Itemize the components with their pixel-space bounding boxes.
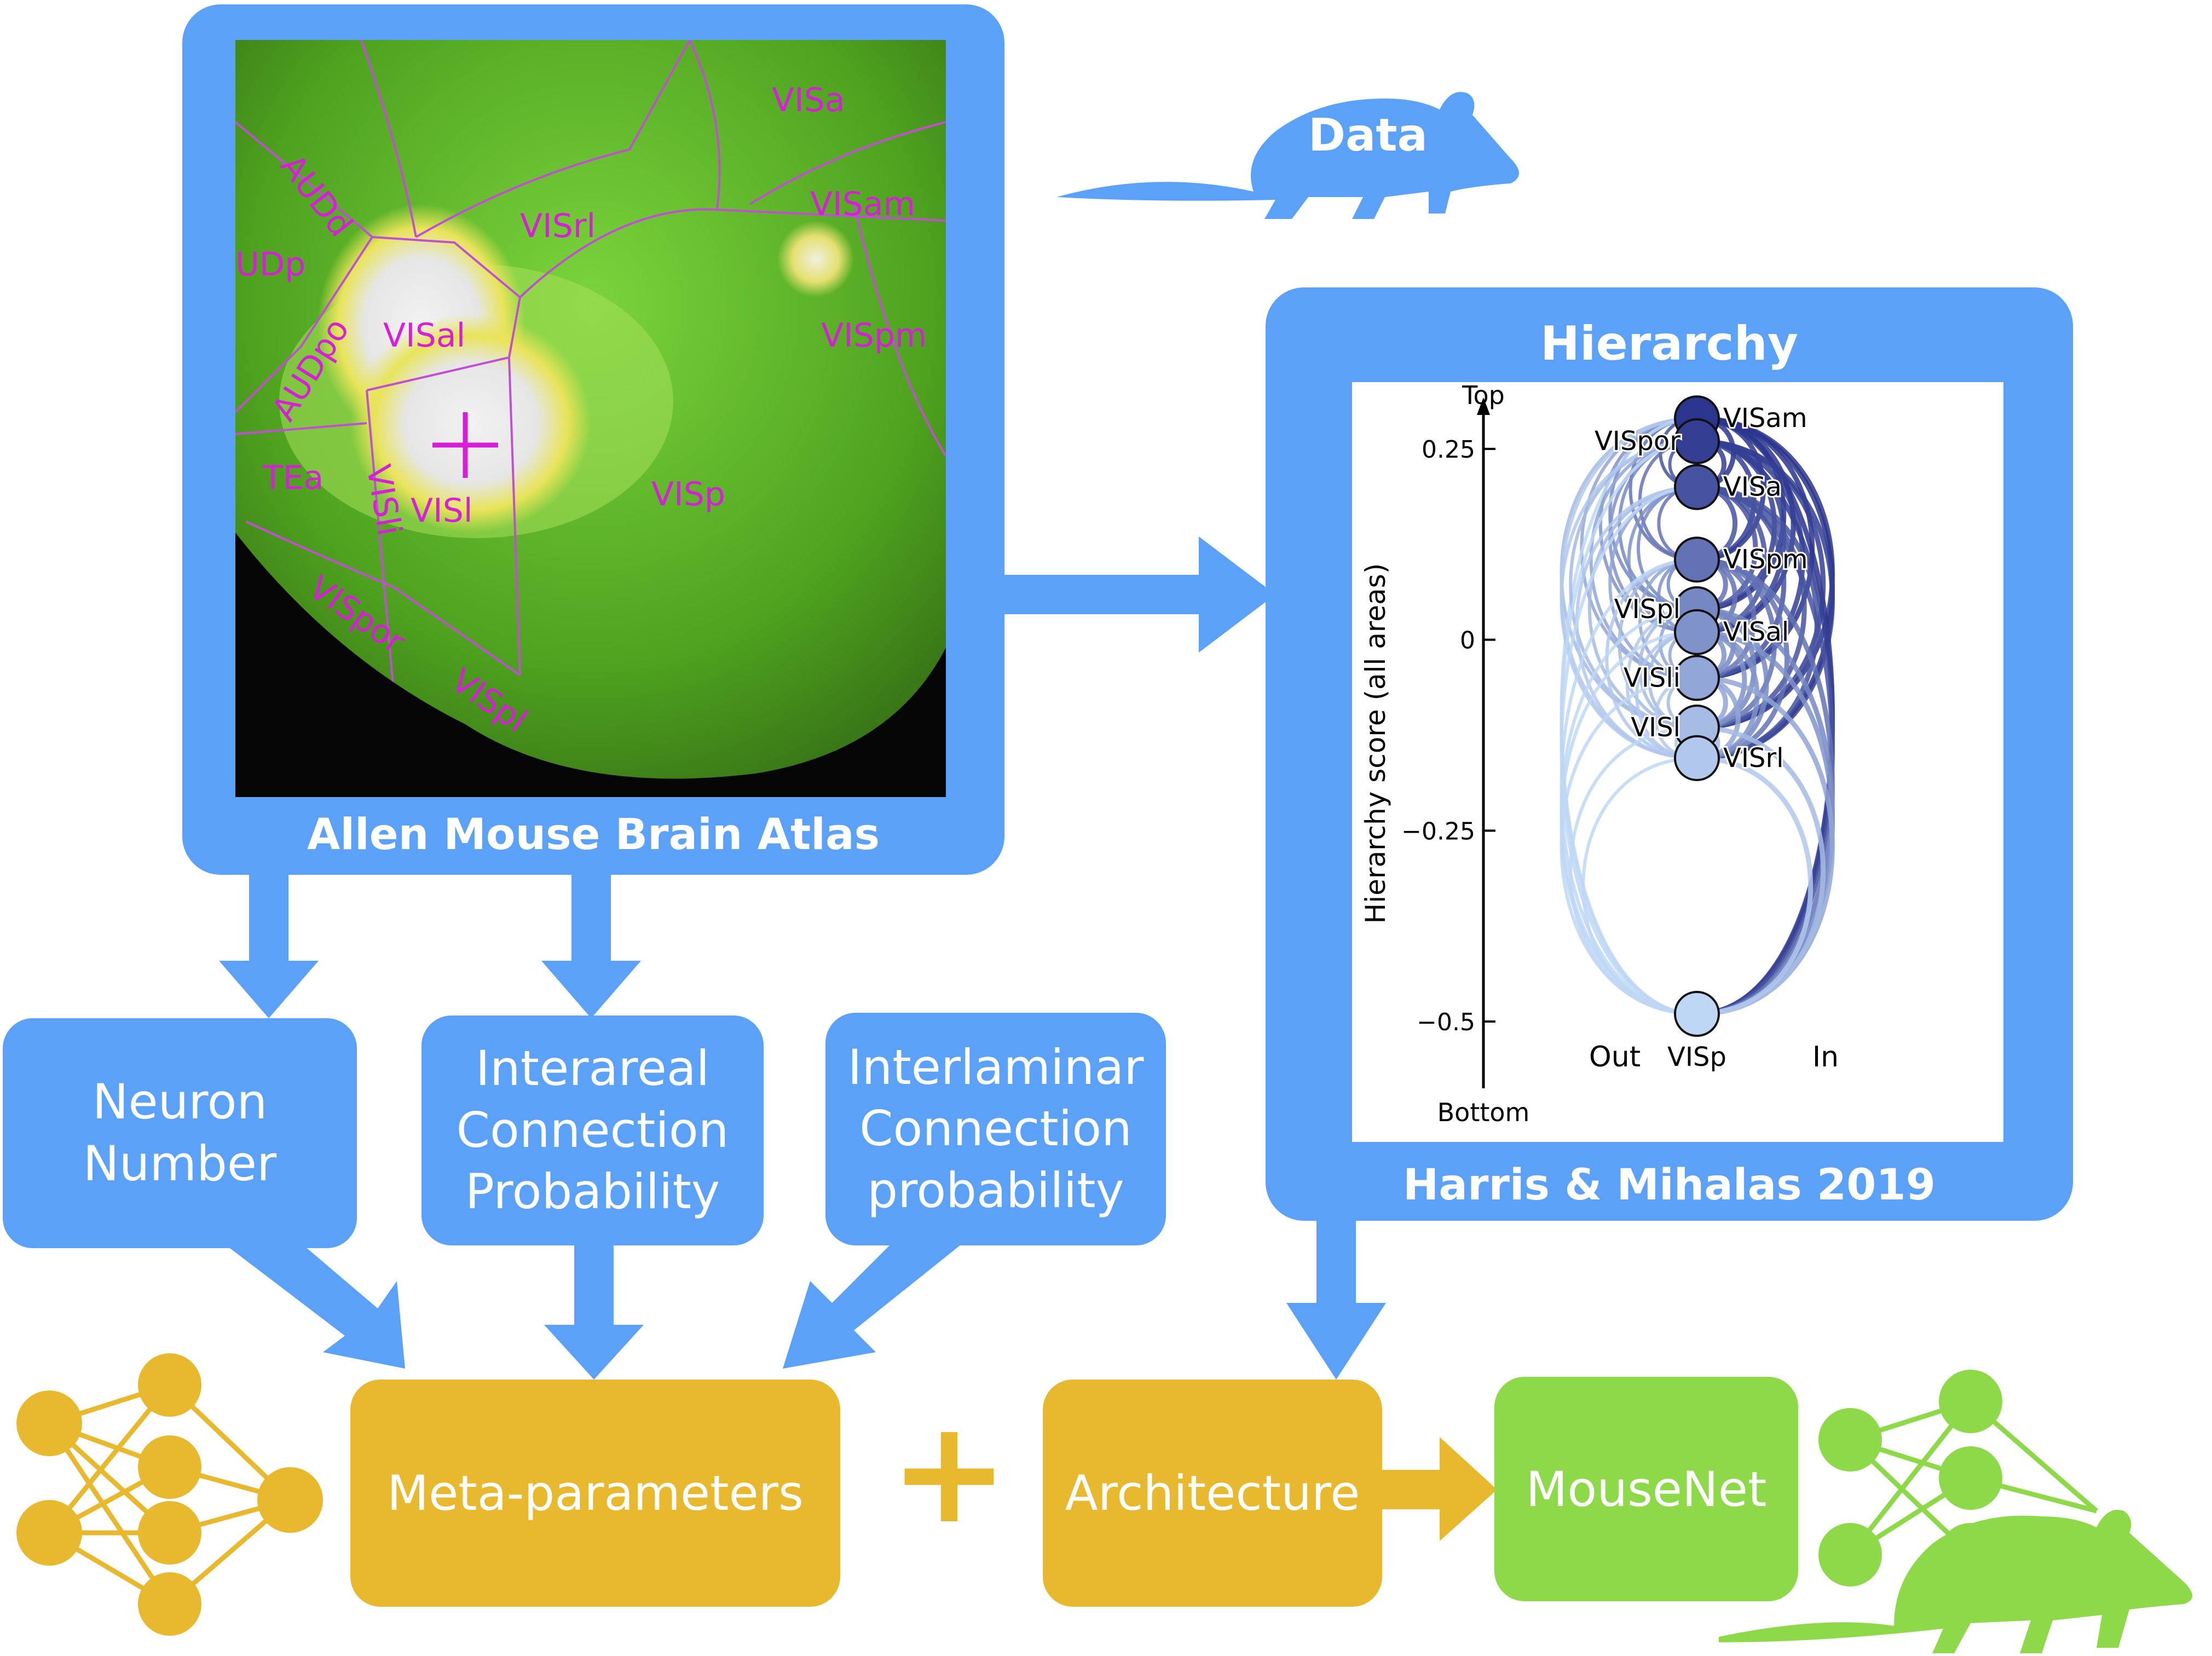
node-visa <box>1674 464 1720 510</box>
out-arc <box>1560 440 1697 760</box>
region-label-vispm: VISpm <box>821 316 927 355</box>
node-label-visrl: VISrl <box>1723 743 1784 774</box>
y-tick-label: −0.5 <box>1417 1008 1475 1036</box>
meta-parameters-label: Meta-parameters <box>387 1465 804 1521</box>
brain-atlas-image: VISa VISam VISrl AUDd UDp VISal VISpm AU… <box>235 40 946 797</box>
node-label-visp: VISp <box>1667 1042 1726 1072</box>
region-label-visa: VISa <box>772 81 845 119</box>
interlaminar-box: Interlaminar Connection probability <box>825 1013 1166 1245</box>
node-label-vispl: VISpl <box>1614 594 1680 625</box>
region-label-visrl: VISrl <box>520 207 596 245</box>
hierarchy-title: Hierarchy <box>1540 316 1798 371</box>
node-label-visli: VISli <box>1624 662 1680 693</box>
neuron-number-label: Neuron Number <box>83 1074 277 1192</box>
data-label: Data <box>1308 109 1428 161</box>
hierarchy-caption: Harris & Mihalas 2019 <box>1403 1161 1936 1210</box>
out-label: Out <box>1589 1041 1641 1074</box>
region-label-tea: TEa <box>262 459 324 497</box>
node-label-vispor: VISpor <box>1595 426 1680 457</box>
node-vispor <box>1674 418 1720 465</box>
hierarchy-chart: 0.25 0 −0.25 −0.5 Top Bottom Hierarchy scor… <box>1360 382 1839 1127</box>
node-vispm <box>1674 536 1720 583</box>
node-visli <box>1674 655 1720 701</box>
out-arc <box>1569 726 1697 1016</box>
atlas-caption: Allen Mouse Brain Atlas <box>307 810 880 859</box>
out-arc <box>1581 756 1697 1016</box>
in-arc <box>1696 755 1814 1017</box>
node-label-visal: VISal <box>1723 617 1789 648</box>
region-label-visam: VISam <box>810 185 915 223</box>
y-tick-label: 0.25 <box>1422 436 1475 464</box>
in-label: In <box>1812 1041 1839 1074</box>
out-arc <box>1635 630 1697 760</box>
interareal-box: Interareal Connection Probability <box>421 1015 764 1245</box>
architecture-box: Architecture <box>1043 1380 1382 1607</box>
node-label-visl: VISl <box>1631 712 1680 743</box>
architecture-label: Architecture <box>1065 1465 1360 1521</box>
interareal-label: Interareal Connection Probability <box>456 1040 729 1220</box>
data-mouse-icon: Data <box>1056 92 1519 219</box>
region-label-visl: VISl <box>411 492 473 530</box>
gold-arrow <box>1379 1437 1497 1541</box>
node-visrl <box>1674 735 1720 781</box>
node-visp <box>1674 991 1720 1037</box>
region-label-visp: VISp <box>651 475 725 513</box>
node-label-visam: VISam <box>1723 403 1807 434</box>
node-visal <box>1674 609 1720 655</box>
green-network-mouse-icon <box>1719 1370 2192 1653</box>
interlaminar-label: Interlaminar Connection probability <box>847 1038 1144 1219</box>
meta-parameters-box: Meta-parameters <box>350 1380 840 1607</box>
out-arc <box>1638 558 1697 680</box>
plus-sign: + <box>890 1390 1009 1555</box>
node-label-vispm: VISpm <box>1723 544 1808 575</box>
gold-network-icon <box>16 1353 323 1636</box>
axis-top-label: Top <box>1462 382 1505 410</box>
region-label-visal: VISal <box>383 316 465 355</box>
out-arc <box>1587 485 1697 730</box>
axis-y-label: Hierarchy score (all areas) <box>1360 563 1391 924</box>
node-label-visa: VISa <box>1723 472 1782 503</box>
y-tick-label: 0 <box>1460 627 1475 655</box>
mousenet-label: MouseNet <box>1526 1461 1767 1517</box>
neuron-number-box: Neuron Number <box>3 1018 357 1248</box>
mousenet-box: MouseNet <box>1494 1377 1798 1601</box>
y-tick-label: −0.25 <box>1401 817 1475 845</box>
region-label-audp: UDp <box>235 245 305 284</box>
axis-bottom-label: Bottom <box>1437 1098 1530 1127</box>
